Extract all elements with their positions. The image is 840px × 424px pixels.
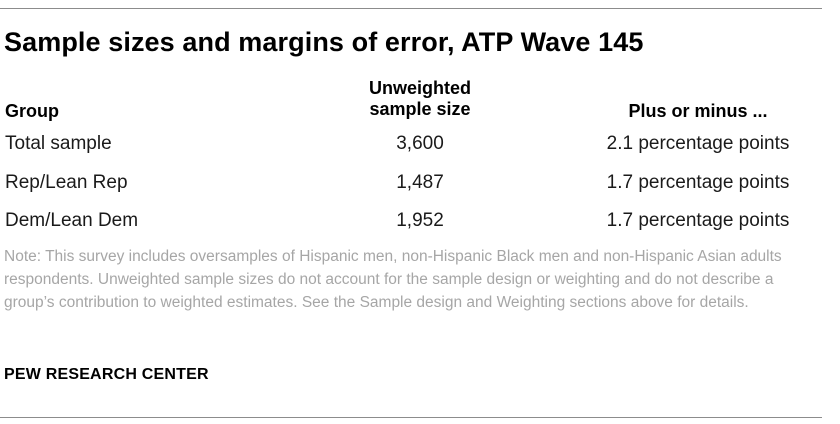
- footnote: Note: This survey includes oversamples o…: [4, 248, 782, 311]
- table-row: Rep/Lean Rep 1,487 1.7 percentage points: [0, 164, 822, 201]
- column-header-sample-size: Unweighted sample size: [340, 78, 500, 120]
- column-header-margin: Plus or minus ...: [628, 101, 768, 121]
- source-credit: PEW RESEARCH CENTER: [4, 366, 209, 383]
- column-header-group: Group: [5, 101, 59, 121]
- row-group: Rep/Lean Rep: [5, 172, 128, 193]
- row-group: Dem/Lean Dem: [5, 210, 139, 231]
- row-margin: 1.7 percentage points: [606, 172, 790, 193]
- page-title: Sample sizes and margins of error, ATP W…: [4, 27, 644, 57]
- bottom-divider: [0, 417, 822, 418]
- column-header-sample-size-line1: Unweighted: [369, 78, 471, 98]
- row-margin: 2.1 percentage points: [606, 133, 790, 154]
- table-row: Total sample 3,600 2.1 percentage points: [0, 125, 822, 162]
- table-row: Dem/Lean Dem 1,952 1.7 percentage points: [0, 202, 822, 239]
- row-sample-size: 3,600: [396, 133, 444, 154]
- row-sample-size: 1,952: [396, 210, 444, 231]
- column-header-sample-size-line2: sample size: [369, 99, 471, 119]
- row-group: Total sample: [5, 133, 112, 154]
- top-divider: [0, 8, 822, 9]
- row-margin: 1.7 percentage points: [606, 210, 790, 231]
- row-sample-size: 1,487: [396, 172, 444, 193]
